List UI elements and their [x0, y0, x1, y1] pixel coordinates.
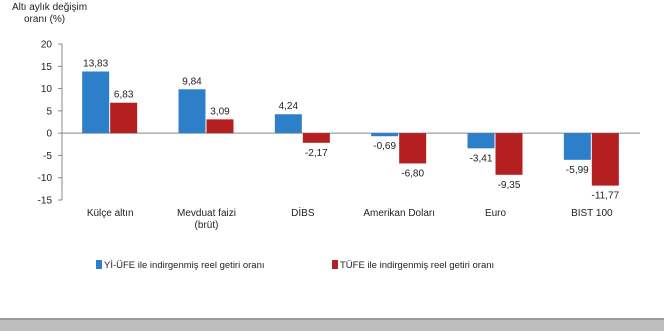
legend-label: Yİ-ÜFE ile indirgenmiş reel getiri oranı — [104, 260, 265, 271]
y-tick-label: 5 — [46, 106, 52, 117]
x-category-label: Euro — [485, 208, 507, 219]
bar-tufe — [110, 102, 138, 134]
x-category-label-line2: (brüt) — [195, 220, 219, 231]
bar-yiufe — [82, 71, 110, 134]
data-label: 6,83 — [114, 90, 134, 101]
legend-swatch-yiufe — [96, 260, 102, 269]
y-axis-label: Altı aylık değişim oranı (%) — [12, 2, 87, 26]
bar-yiufe — [178, 89, 206, 134]
x-category-label: Amerikan Doları — [363, 208, 435, 219]
y-tick-label: -15 — [38, 196, 53, 207]
data-label: -2,17 — [305, 148, 328, 159]
bar-tufe — [206, 119, 234, 134]
data-label: -5,99 — [566, 165, 589, 176]
y-tick-label: -5 — [43, 151, 52, 162]
bar-yiufe — [467, 133, 495, 149]
bar-tufe — [399, 133, 427, 164]
x-category-label: Mevduat faizi — [177, 208, 236, 219]
data-label: 4,24 — [279, 101, 299, 112]
bar-tufe — [302, 133, 330, 143]
data-label: 3,09 — [210, 106, 230, 117]
data-label: 13,83 — [83, 59, 108, 70]
bottom-divider — [0, 318, 664, 320]
y-tick-label: -10 — [38, 173, 53, 184]
x-category-label: Külçe altın — [87, 208, 134, 219]
x-category-label: DİBS — [291, 206, 315, 219]
bar-yiufe — [563, 133, 591, 160]
y-tick-label: 0 — [46, 129, 52, 140]
bar-yiufe — [371, 133, 399, 137]
data-label: -0,69 — [373, 141, 396, 152]
data-label: -9,35 — [498, 180, 521, 191]
data-label: -3,41 — [470, 153, 493, 164]
legend-label: TÜFE ile indirgenmiş reel getiri oranı — [340, 260, 494, 271]
data-label: -6,80 — [401, 168, 424, 179]
bottom-band — [0, 320, 664, 331]
y-tick-label: 20 — [41, 40, 53, 51]
bar-tufe — [495, 133, 523, 175]
data-label: 9,84 — [182, 76, 202, 87]
legend-swatch-tufe — [332, 260, 338, 269]
bar-tufe — [591, 133, 619, 186]
data-label: -11,77 — [592, 191, 620, 202]
bar-yiufe — [274, 114, 302, 134]
y-tick-label: 10 — [41, 84, 53, 95]
y-tick-label: 15 — [41, 62, 53, 73]
x-category-label: BIST 100 — [571, 208, 613, 219]
y-axis-label-line1: Altı aylık değişim — [12, 2, 88, 13]
y-axis-label-line2: oranı (%) — [24, 14, 66, 25]
